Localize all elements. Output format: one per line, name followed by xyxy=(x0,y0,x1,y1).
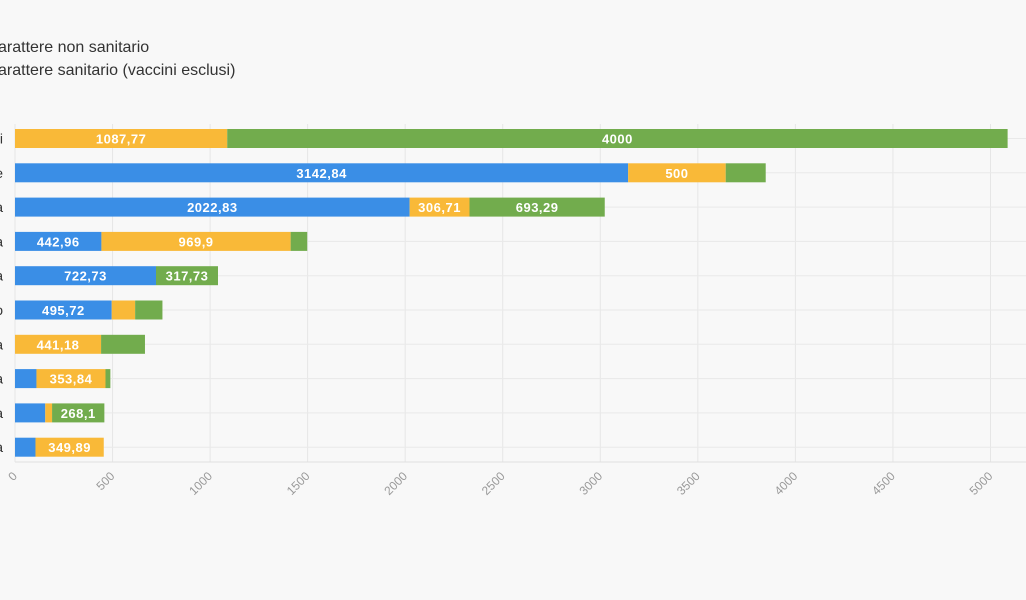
bar-segment xyxy=(36,369,106,389)
category-label: e xyxy=(0,165,3,181)
category-label: a xyxy=(0,371,3,387)
data-label: 442,96 xyxy=(37,234,80,249)
x-tick-label: 2500 xyxy=(479,469,508,498)
data-label: 495,72 xyxy=(42,303,85,318)
category-label: a xyxy=(0,233,3,249)
bar-segment xyxy=(35,437,104,457)
data-label: 317,73 xyxy=(166,269,209,284)
bar-segment xyxy=(725,163,766,183)
x-tick-label: 3500 xyxy=(674,469,703,498)
bar-segment xyxy=(52,403,105,423)
x-tick-label: 5000 xyxy=(967,469,996,498)
x-tick-label: 3000 xyxy=(576,469,605,498)
bar-segment xyxy=(101,231,291,251)
chart-legend: carattere non sanitario carattere sanita… xyxy=(0,36,235,82)
category-label: a xyxy=(0,439,3,455)
data-label: 2022,83 xyxy=(187,200,238,215)
bar-segment xyxy=(135,300,163,320)
x-tick-label: 500 xyxy=(93,469,117,493)
bar-segment xyxy=(15,163,629,183)
x-tick-label: 4000 xyxy=(772,469,801,498)
data-label: 353,84 xyxy=(50,372,93,387)
data-label: 441,18 xyxy=(37,337,80,352)
bar-segment xyxy=(156,266,218,286)
data-label: 268,1 xyxy=(61,406,96,421)
bar-segment xyxy=(628,163,726,183)
bar-segment xyxy=(15,129,228,148)
bar-segment xyxy=(15,197,410,217)
legend-item-non-sanitario: carattere non sanitario xyxy=(0,39,150,56)
data-label: 4000 xyxy=(602,132,633,147)
category-label: i xyxy=(0,131,3,147)
bar-segment xyxy=(469,197,605,217)
category-label: a xyxy=(0,405,3,421)
bar-segment xyxy=(15,369,37,389)
bar-segment xyxy=(227,129,1008,148)
bar-segment xyxy=(105,369,111,389)
bar-segment xyxy=(111,300,136,320)
bar-segment xyxy=(15,437,36,457)
x-tick-label: 4500 xyxy=(869,469,898,498)
bar-segment xyxy=(45,403,53,423)
bar-segment xyxy=(15,300,112,320)
bar-segment xyxy=(15,231,102,251)
data-label: 693,29 xyxy=(516,200,559,215)
legend-item-sanitario: carattere sanitario (vaccini esclusi) xyxy=(0,62,236,79)
bar-segment xyxy=(15,334,102,354)
data-label: 722,73 xyxy=(64,269,107,284)
category-label: o xyxy=(0,302,3,318)
x-tick-label: 1000 xyxy=(186,469,215,498)
bar-segment xyxy=(290,231,308,251)
data-label: 969,9 xyxy=(179,234,214,249)
data-label: 349,89 xyxy=(48,440,91,455)
category-label: a xyxy=(0,199,3,215)
x-tick-label: 2000 xyxy=(381,469,410,498)
bar-segment xyxy=(409,197,470,217)
data-label: 306,71 xyxy=(418,200,461,215)
bar-segment xyxy=(15,266,157,286)
data-label: 1087,77 xyxy=(96,132,147,147)
x-tick-label: 1500 xyxy=(284,469,313,498)
bar-segment xyxy=(15,403,46,423)
data-label: 3142,84 xyxy=(296,166,347,181)
category-label: a xyxy=(0,268,3,284)
bar-segment xyxy=(101,334,145,354)
data-label: 500 xyxy=(665,166,688,181)
category-label: a xyxy=(0,336,3,352)
x-tick-label: 0 xyxy=(5,469,20,484)
